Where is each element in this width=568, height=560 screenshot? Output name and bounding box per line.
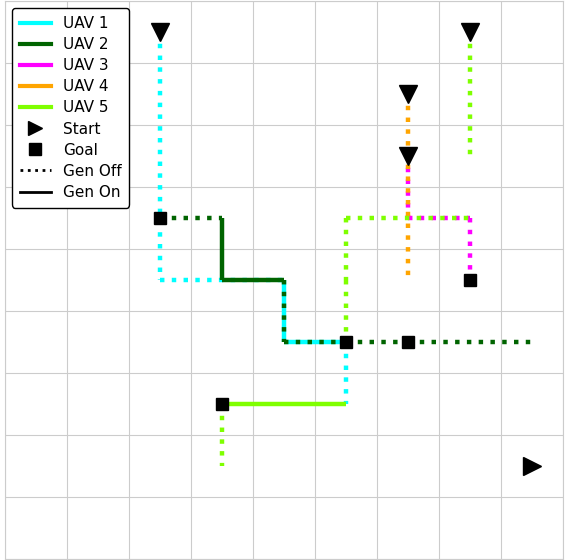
Legend: UAV 1, UAV 2, UAV 3, UAV 4, UAV 5, Start, Goal, Gen Off, Gen On: UAV 1, UAV 2, UAV 3, UAV 4, UAV 5, Start… (12, 8, 129, 208)
